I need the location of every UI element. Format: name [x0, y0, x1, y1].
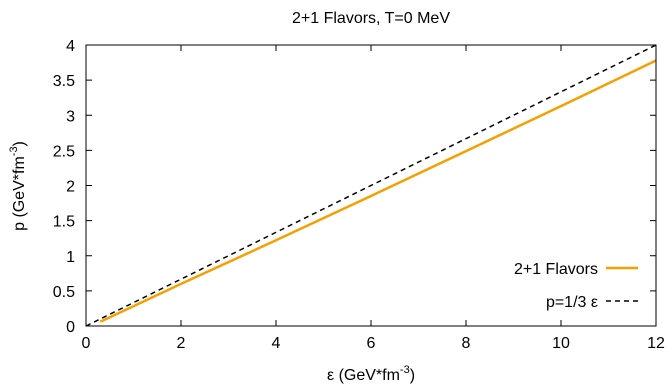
y-axis-label: p (GeV*fm-3)	[8, 141, 28, 231]
y-tick-label: 3	[66, 108, 75, 125]
series-line-2	[85, 44, 657, 327]
y-tick-label: 4	[66, 38, 75, 55]
y-tick-label: 2.5	[53, 143, 75, 160]
x-axis-label: ε (GeV*fm-3)	[327, 364, 415, 384]
y-axis-ticks: 0 0.5 1 1.5 2 2.5 3 3.5 4	[53, 38, 656, 336]
series-line-1	[99, 59, 657, 323]
x-tick-label: 4	[272, 335, 281, 352]
x-tick-label: 8	[462, 335, 471, 352]
x-tick-label: 2	[177, 335, 186, 352]
legend-entry-1: 2+1 Flavors	[514, 261, 638, 278]
x-tick-label: 12	[647, 335, 665, 352]
legend-label-2: p=1/3 ε	[546, 294, 598, 311]
legend-label-1: 2+1 Flavors	[514, 261, 598, 278]
y-tick-label: 3.5	[53, 73, 75, 90]
x-tick-label: 6	[367, 335, 376, 352]
plot-frame	[85, 44, 657, 327]
x-axis-ticks: 0 2 4 6 8 10 12	[82, 45, 665, 352]
legend: 2+1 Flavors p=1/3 ε	[514, 261, 638, 311]
chart-title: 2+1 Flavors, T=0 MeV	[292, 10, 450, 27]
y-tick-label: 0	[66, 319, 75, 336]
y-tick-label: 0.5	[53, 284, 75, 301]
y-tick-label: 1.5	[53, 214, 75, 231]
series-layer	[85, 44, 657, 327]
legend-entry-2: p=1/3 ε	[546, 294, 638, 311]
x-tick-label: 10	[552, 335, 570, 352]
y-tick-label: 2	[66, 179, 75, 196]
y-tick-label: 1	[66, 249, 75, 266]
x-tick-label: 0	[82, 335, 91, 352]
